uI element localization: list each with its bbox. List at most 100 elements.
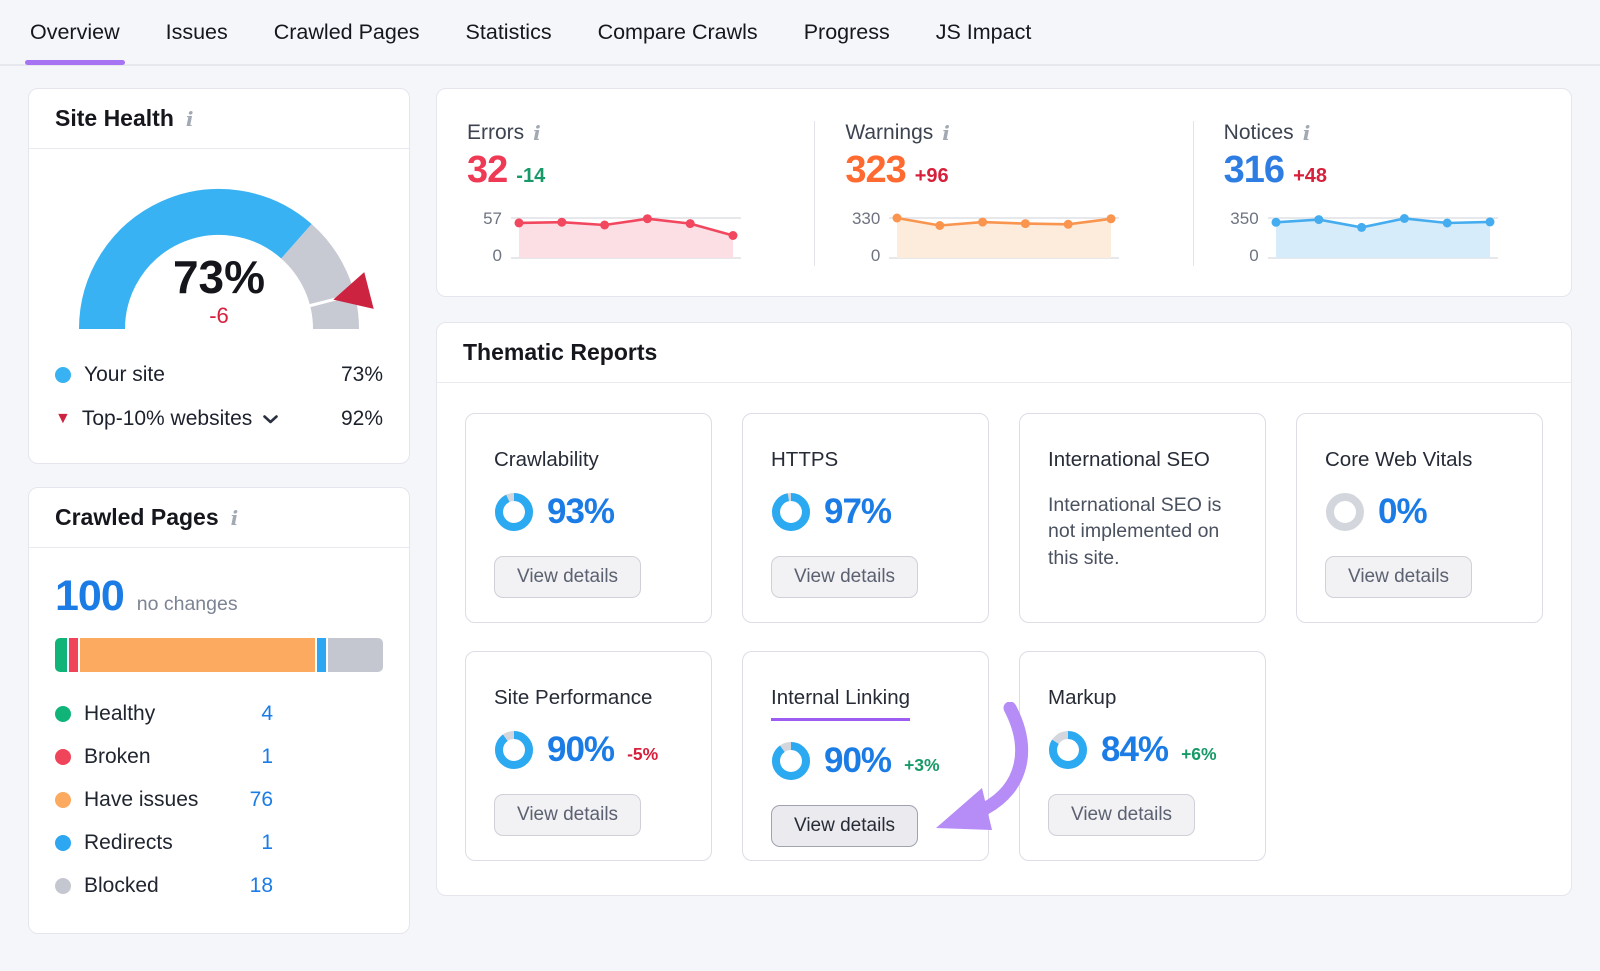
left-column: Site Health i 73% -6 Your site 73% ▼ Top-…: [28, 88, 410, 934]
legend-count-link[interactable]: 4: [261, 701, 273, 725]
tab-progress[interactable]: Progress: [803, 19, 890, 44]
crawlability-donut-chart: [495, 493, 533, 531]
site-performance-donut-chart: [495, 731, 533, 769]
tab-issues[interactable]: Issues: [165, 19, 228, 44]
internal-linking-donut-chart: [772, 742, 810, 780]
bar-segment-redirects[interactable]: [316, 638, 326, 672]
site-health-card: Site Health i 73% -6 Your site 73% ▼ Top-…: [28, 88, 410, 464]
right-column: Errors i 32 -14 57 0 Warnings i 323 +96 330 0 Notice…: [436, 88, 1572, 934]
report-title: Site Performance: [494, 686, 653, 709]
notices-chart-row: 350 0: [1224, 206, 1541, 266]
legend-label: Blocked: [84, 873, 159, 897]
view-details-button-internal-linking[interactable]: View details: [771, 805, 919, 847]
report-change: -5%: [627, 743, 659, 764]
legend-count-link[interactable]: 1: [261, 744, 273, 768]
view-details-button-site-performance[interactable]: View details: [494, 794, 642, 836]
total-pages-count: 100: [55, 572, 125, 620]
legend-row-broken: Broken 1: [55, 735, 273, 778]
view-details-button-core-web-vitals[interactable]: View details: [1325, 556, 1473, 598]
notices-value-row: 316 +48: [1224, 149, 1541, 192]
tab-crawled-pages[interactable]: Crawled Pages: [273, 19, 420, 44]
legend-count-link[interactable]: 18: [249, 873, 273, 897]
report-percent: 90%: [824, 741, 892, 780]
main-content: Site Health i 73% -6 Your site 73% ▼ Top-…: [0, 66, 1600, 934]
benchmark-triangle-icon: ▼: [55, 410, 71, 427]
errors-value-row: 32 -14: [467, 149, 784, 192]
bar-segment-have-issues[interactable]: [80, 638, 315, 672]
site-health-legend: Your site 73% ▼ Top-10% websites 92%: [29, 341, 409, 463]
errors-label: Errors i: [467, 121, 541, 145]
report-percent: 90%: [547, 730, 615, 769]
y-min-label: 0: [870, 246, 881, 265]
legend-row-your-site: Your site 73%: [55, 353, 383, 397]
info-icon[interactable]: i: [1302, 121, 1311, 145]
view-details-button-markup[interactable]: View details: [1048, 794, 1196, 836]
crawled-pages-total: 100 no changes: [55, 572, 383, 621]
legend-count-link[interactable]: 76: [249, 787, 273, 811]
info-icon[interactable]: i: [533, 121, 541, 145]
report-score-row: 90% +3%: [771, 741, 960, 781]
total-pages-note: no changes: [136, 593, 238, 615]
report-message: International SEO is not implemented on …: [1048, 494, 1222, 569]
healthy-dot-icon: [55, 705, 71, 722]
errors-summary: Errors i 32 -14 57 0: [437, 121, 814, 266]
info-icon[interactable]: i: [230, 505, 239, 530]
top-nav: Overview Issues Crawled Pages Statistics Com…: [0, 0, 1600, 66]
legend-row-top10-websites: ▼ Top-10% websites 92%: [55, 397, 383, 441]
legend-value: 92%: [340, 407, 383, 430]
report-title: HTTPS: [771, 448, 839, 471]
svg-text:73%: 73%: [173, 251, 265, 303]
legend-count-link[interactable]: 1: [261, 830, 273, 854]
tab-overview[interactable]: Overview: [25, 2, 125, 65]
report-card-internal-linking: Internal Linking 90% +3% View details: [742, 651, 1029, 861]
report-score-row: 84% +6%: [1048, 730, 1237, 770]
report-title: International SEO: [1048, 448, 1210, 471]
svg-text:-6: -6: [209, 303, 229, 328]
https-donut-chart: [772, 493, 810, 531]
crawled-pages-header: Crawled Pages i: [29, 488, 409, 548]
warnings-label: Warnings i: [845, 121, 950, 145]
site-health-gauge: 73% -6: [29, 149, 409, 341]
notices-change: +48: [1293, 165, 1327, 187]
issues-summary-card: Errors i 32 -14 57 0 Warnings i 323 +96 330 0 Notice…: [436, 88, 1572, 297]
report-change: +6%: [1181, 743, 1217, 764]
thematic-reports-grid: Crawlability 93% View details HTTPS 97% View …: [437, 383, 1571, 895]
tab-statistics[interactable]: Statistics: [465, 19, 552, 44]
view-details-button-crawlability[interactable]: View details: [494, 556, 642, 598]
warnings-change: +96: [914, 165, 949, 187]
bar-segment-broken[interactable]: [69, 638, 79, 672]
report-score-row: 97%: [771, 492, 960, 532]
gauge-chart: 73%-6: [79, 189, 374, 330]
bar-segment-healthy[interactable]: [55, 638, 68, 672]
legend-label: Redirects: [84, 830, 173, 854]
legend-row-blocked: Blocked 18: [55, 864, 273, 907]
view-details-button-https[interactable]: View details: [771, 556, 919, 598]
errors-sparkline: [511, 214, 741, 259]
notices-summary: Notices i 316 +48 350 0: [1192, 121, 1571, 266]
tab-js-impact[interactable]: JS Impact: [935, 19, 1032, 44]
legend-row-healthy: Healthy 4: [55, 692, 273, 735]
tab-compare-crawls[interactable]: Compare Crawls: [597, 19, 758, 44]
errors-change: -14: [516, 165, 546, 187]
have-issues-dot-icon: [55, 791, 71, 808]
site-audit-overview-page: Overview Issues Crawled Pages Statistics Com…: [0, 0, 1600, 934]
notices-label: Notices i: [1223, 121, 1311, 145]
info-icon[interactable]: i: [185, 106, 194, 131]
report-percent: 84%: [1101, 730, 1169, 769]
chevron-down-icon[interactable]: [262, 414, 279, 425]
crawled-pages-title: Crawled Pages: [55, 504, 219, 530]
info-icon[interactable]: i: [942, 121, 950, 145]
report-percent: 97%: [824, 492, 892, 531]
site-health-header: Site Health i: [29, 89, 409, 149]
legend-value: 73%: [340, 363, 383, 386]
legend-row-redirects: Redirects 1: [55, 821, 273, 864]
report-card-crawlability: Crawlability 93% View details: [465, 413, 712, 623]
warnings-count: 323: [845, 149, 906, 191]
y-min-label: 0: [1249, 246, 1259, 265]
report-score-row: 90% -5%: [494, 730, 683, 770]
site-health-title: Site Health: [55, 105, 174, 131]
report-score-row: 0%: [1325, 492, 1514, 532]
bar-segment-blocked[interactable]: [327, 638, 383, 672]
notices-sparkline: [1267, 214, 1498, 259]
report-card-markup: Markup 84% +6% View details: [1019, 651, 1266, 861]
